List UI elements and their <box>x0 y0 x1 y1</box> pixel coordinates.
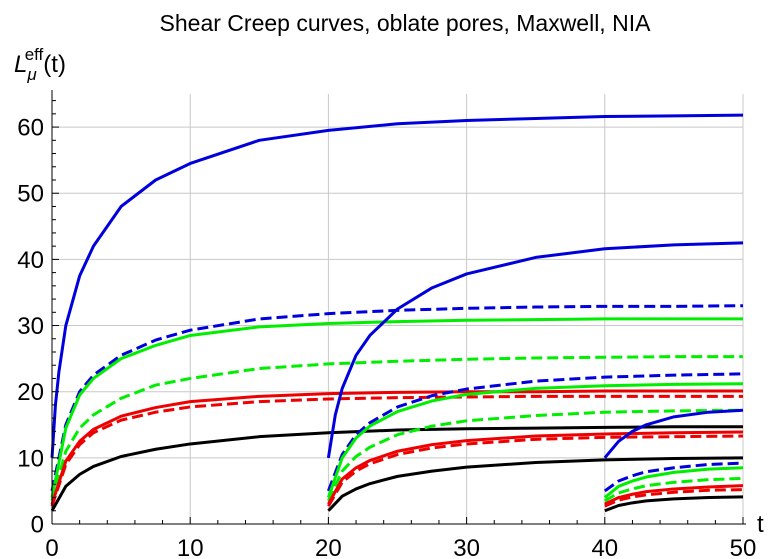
x-tick-label: 0 <box>45 535 58 559</box>
y-axis-label-sub: μ <box>26 65 37 84</box>
curve-black-solid <box>50 425 743 512</box>
y-tick-label: 10 <box>17 445 44 472</box>
curve-red-solid <box>604 484 744 506</box>
curve-blue-solid <box>326 241 744 459</box>
x-axis-label: t <box>757 511 764 538</box>
y-axis-label-base: L <box>14 51 27 78</box>
curve-green-solid <box>326 382 744 499</box>
x-tick-label: 30 <box>453 535 480 559</box>
curve-green-dashed <box>50 355 743 502</box>
curve-red-dashed <box>327 434 744 507</box>
curve-green-dashed <box>327 408 744 502</box>
y-tick-label: 20 <box>17 379 44 406</box>
curve-blue-dashed <box>326 372 744 492</box>
y-axis-label: Lμeff(t) <box>14 45 66 84</box>
y-axis-label-suffix: (t) <box>43 51 66 78</box>
curve-black-solid <box>604 495 744 513</box>
curve-green-solid <box>603 466 744 499</box>
x-tick-label: 40 <box>591 535 618 559</box>
chart-title: Shear Creep curves, oblate pores, Maxwel… <box>160 10 652 36</box>
curve-blue-solid <box>50 113 744 458</box>
x-tick-label: 10 <box>177 535 204 559</box>
x-tick-label: 50 <box>730 535 757 559</box>
y-tick-label: 40 <box>17 247 44 274</box>
tick-group: 0 10 20 30 40 50 0 10 20 30 40 50 60 <box>17 100 757 559</box>
y-axis-label-sup: eff <box>25 45 44 64</box>
curve-red-dashed <box>604 488 744 508</box>
y-tick-label: 0 <box>31 512 44 539</box>
curve-group <box>50 113 744 513</box>
y-tick-label: 60 <box>17 115 44 142</box>
y-tick-label: 30 <box>17 313 44 340</box>
curve-black-solid <box>327 456 744 512</box>
x-tick-label: 20 <box>315 535 342 559</box>
curve-green-solid <box>50 317 743 498</box>
curve-blue-solid <box>603 408 744 459</box>
y-tick-label: 50 <box>17 181 44 208</box>
axes <box>51 90 746 525</box>
curve-red-dashed <box>50 394 743 507</box>
curve-red-solid <box>50 389 743 505</box>
curve-blue-dashed <box>603 461 744 493</box>
curve-blue-dashed <box>50 304 744 492</box>
